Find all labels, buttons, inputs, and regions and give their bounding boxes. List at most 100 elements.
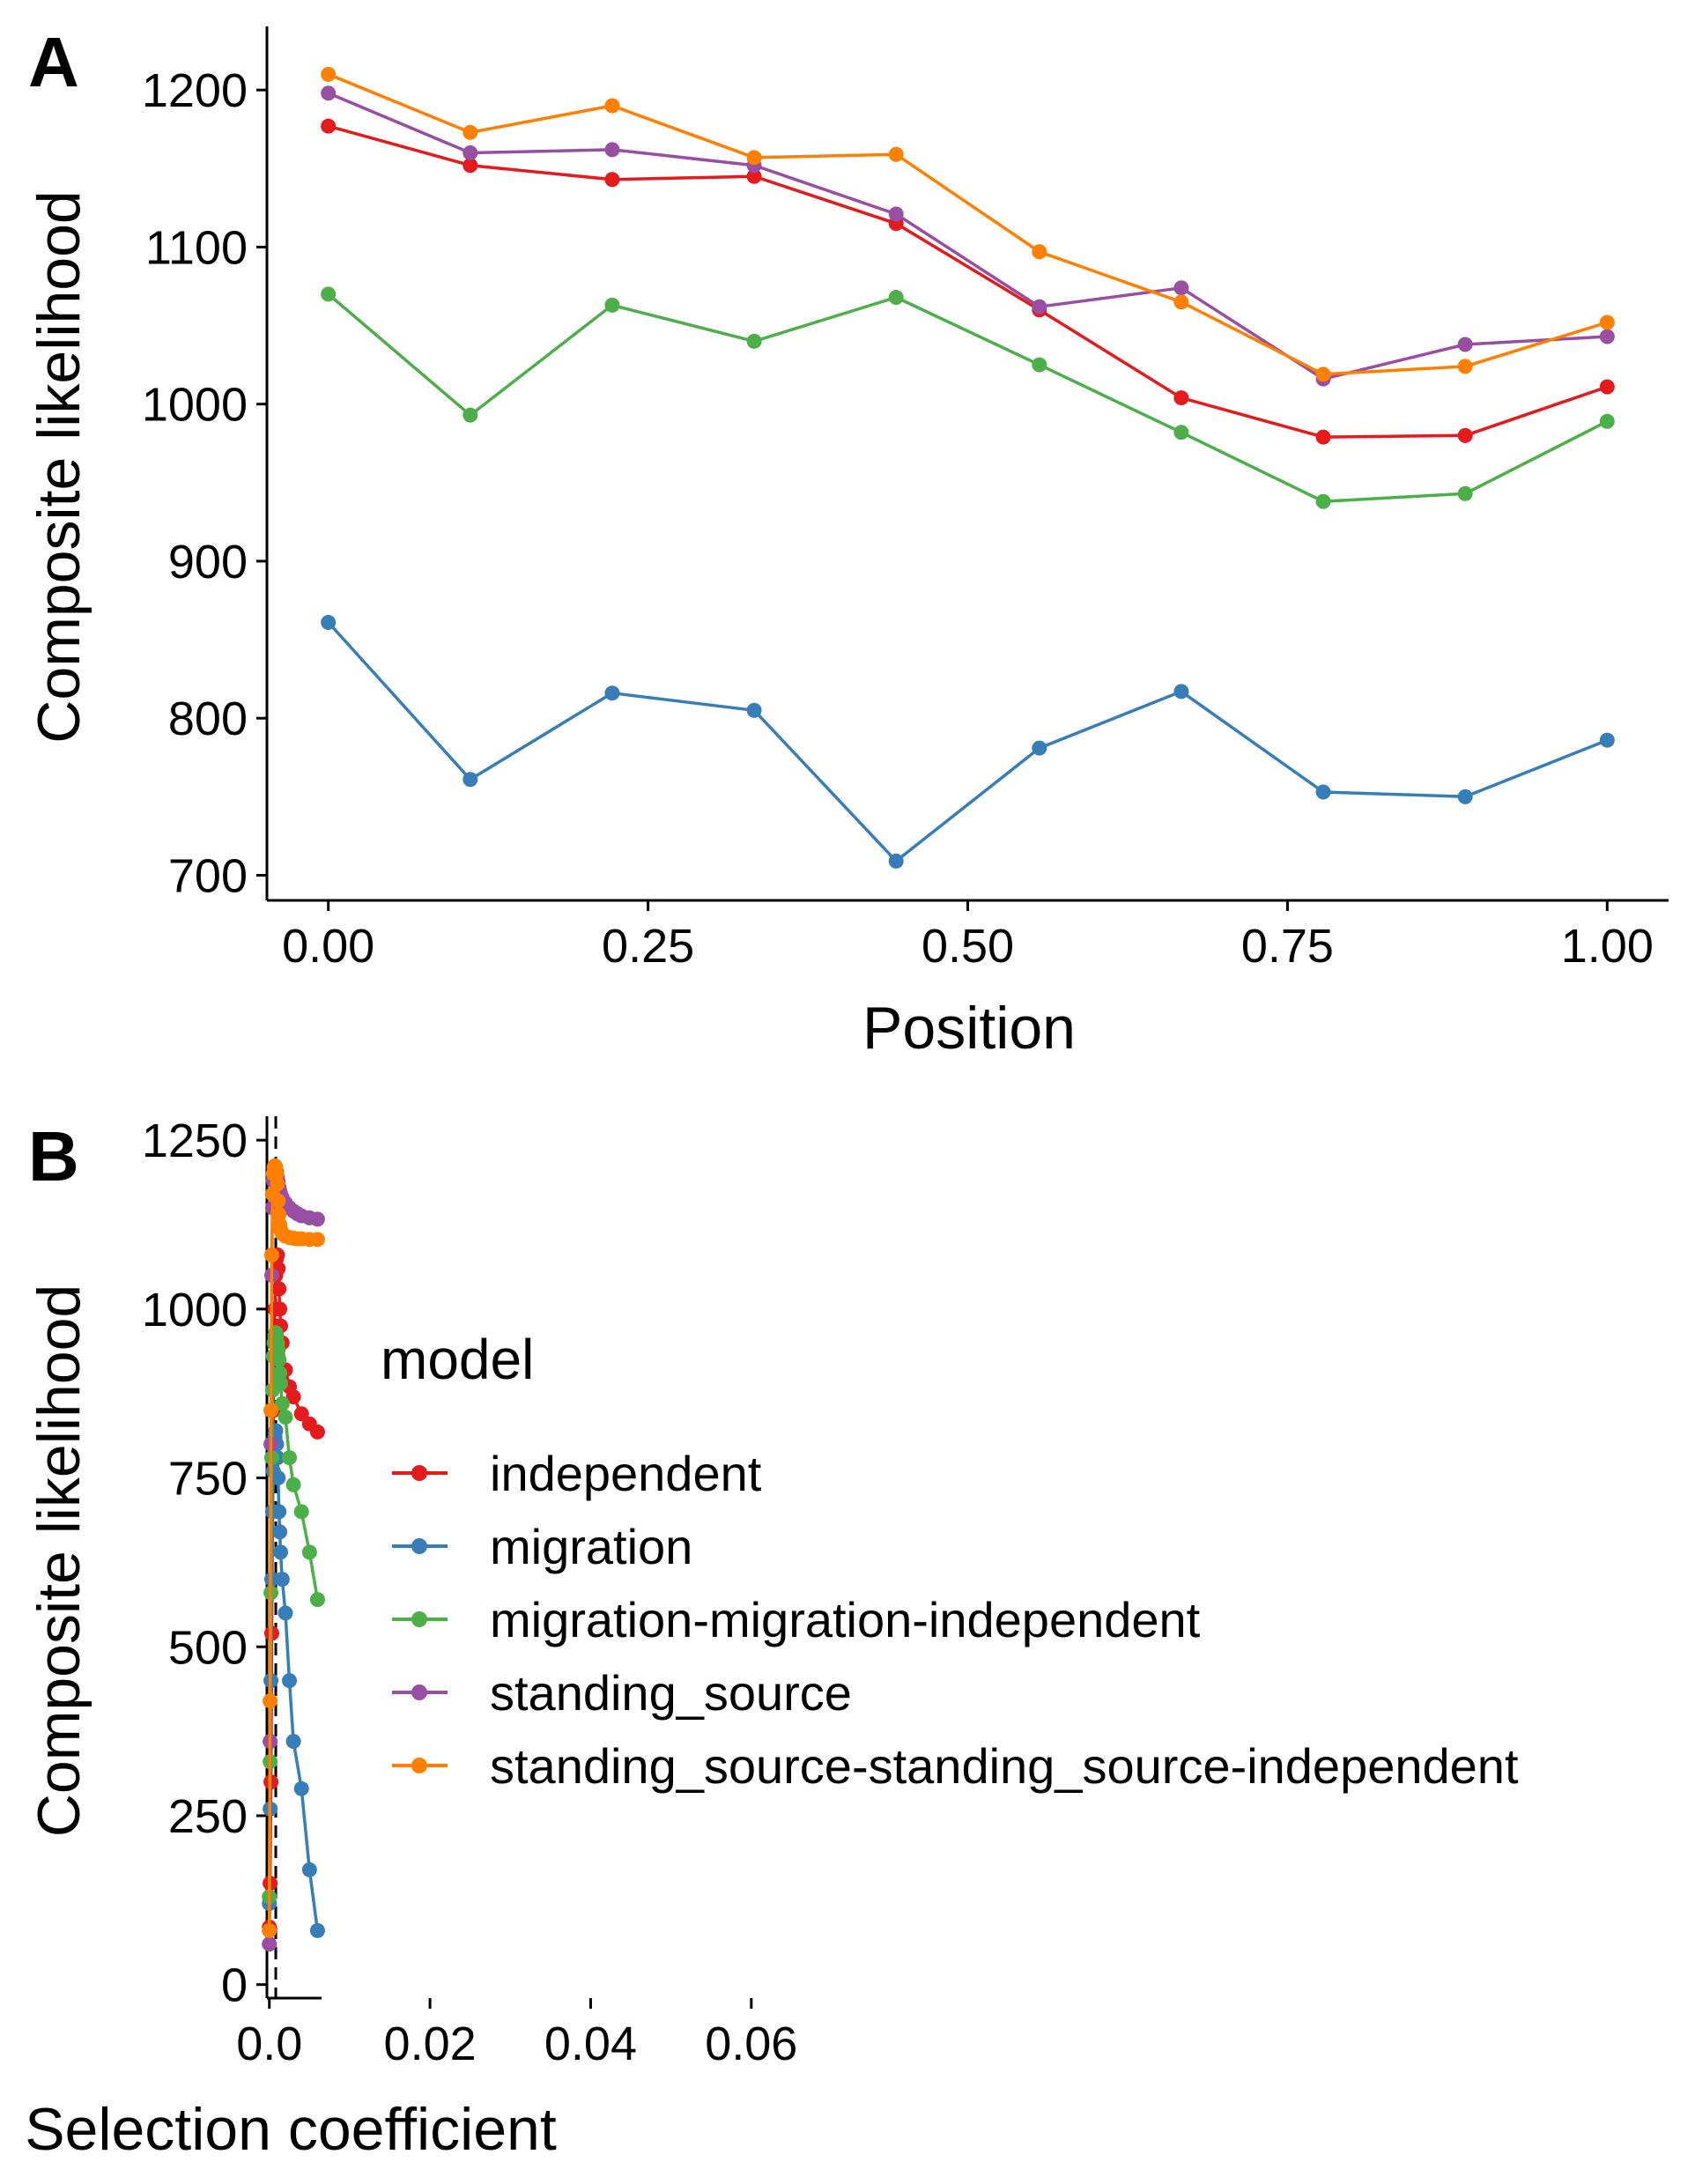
data-point [1032, 299, 1047, 315]
x-tick-label: 0.25 [602, 920, 694, 973]
panel-b-tag: B [28, 1117, 79, 1196]
y-tick-label: 1000 [142, 1284, 248, 1336]
series-migration [321, 614, 1615, 869]
data-point [309, 1232, 325, 1247]
data-point [273, 1375, 288, 1391]
data-point [321, 286, 337, 302]
data-point [285, 1734, 301, 1750]
x-axis-title: Position [862, 995, 1076, 1062]
data-point [1173, 294, 1189, 310]
data-point [746, 150, 762, 166]
data-point [282, 1673, 298, 1689]
data-point [262, 1922, 278, 1938]
data-point [604, 685, 620, 701]
data-point [888, 853, 904, 869]
series-migration-migration-independent [321, 286, 1615, 509]
data-point [321, 118, 337, 134]
data-point [1457, 359, 1473, 374]
legend-key-dot [411, 1611, 427, 1627]
x-tick-label: 0.04 [544, 2017, 637, 2070]
legend-item-standing-source-standing-source-independent: standing_source-standing_source-independ… [392, 1738, 1519, 1794]
data-point [285, 1389, 301, 1405]
data-point [285, 1477, 301, 1492]
x-tick-label: 0.00 [282, 920, 374, 973]
y-axis-title: Composite likelihood [26, 190, 93, 743]
x-axis-title: Selection coefficient [25, 2096, 557, 2163]
x-tick-label: 0.0 [236, 2017, 302, 2070]
x-tick-label: 0.75 [1241, 920, 1334, 973]
legend-label: migration [490, 1519, 692, 1574]
data-point [463, 407, 478, 423]
data-point [1457, 337, 1473, 352]
data-point [604, 142, 620, 158]
data-point [270, 1193, 286, 1209]
legend-item-migration: migration [392, 1519, 692, 1574]
y-tick-label: 750 [168, 1453, 248, 1506]
legend-item-standing-source: standing_source [392, 1665, 852, 1721]
data-point [309, 1922, 325, 1938]
data-point [604, 297, 620, 313]
data-point [1599, 379, 1615, 395]
series-line-migration-migration-independent [327, 292, 1609, 503]
data-point [746, 168, 762, 184]
series-independent [321, 118, 1615, 445]
data-point [463, 144, 478, 160]
data-point [293, 1504, 309, 1520]
series-standing-source-standing-source-independent [321, 66, 1615, 382]
data-point [1457, 427, 1473, 443]
y-tick-label: 0 [221, 1959, 248, 2012]
data-point [282, 1450, 298, 1466]
data-point [272, 1524, 288, 1540]
data-point [463, 772, 478, 788]
data-point [271, 1504, 287, 1520]
data-point [309, 1211, 325, 1227]
y-tick-label: 250 [168, 1790, 248, 1843]
series-standing-source [321, 85, 1615, 387]
data-point [263, 1247, 279, 1263]
data-point [1599, 732, 1615, 748]
legend-label: standing_source-standing_source-independ… [490, 1738, 1519, 1794]
data-point [321, 614, 337, 630]
panel-b-chart: 0 250 500 750 1000 1250 0.0 0.02 0.04 0.06 Selecti… [25, 1114, 797, 2163]
legend-key-dot [411, 1684, 427, 1700]
data-point [463, 124, 478, 140]
series-line-standing-source [328, 92, 1608, 381]
data-point [278, 1605, 293, 1621]
y-tick-label: 1250 [142, 1114, 248, 1167]
data-point [271, 1351, 287, 1367]
legend-item-independent: independent [392, 1446, 762, 1501]
series-line-standing-source-standing-source-independent [328, 72, 1608, 376]
data-point [263, 1693, 278, 1709]
data-point [1173, 390, 1189, 406]
data-point [1173, 425, 1189, 441]
legend-item-migration-migration-independent: migration-migration-independent [392, 1592, 1201, 1647]
legend: model independent migration migration-migr… [381, 1328, 1519, 1794]
data-point [1032, 740, 1047, 756]
data-point [321, 66, 337, 82]
x-tick-label: 0.02 [384, 2017, 477, 2070]
x-tick-label: 0.06 [705, 2017, 797, 2070]
panel-a-chart: 700 800 900 1000 1100 1200 0.00 0.25 0.50 0.75 1.0… [26, 26, 1669, 1062]
data-point [278, 1410, 293, 1425]
data-point [888, 206, 904, 222]
legend-label: standing_source [490, 1665, 852, 1721]
data-point [309, 1424, 325, 1440]
legend-title: model [381, 1328, 534, 1391]
series-line-migration [327, 621, 1608, 863]
legend-key-dot [411, 1465, 427, 1481]
y-tick-label: 800 [168, 692, 248, 745]
data-point [1032, 357, 1047, 373]
data-point [272, 1301, 288, 1317]
data-point [270, 1176, 285, 1192]
data-point [1315, 366, 1331, 382]
y-tick-label: 900 [168, 536, 248, 589]
data-point [1599, 329, 1615, 344]
y-axis-title: Composite likelihood [26, 1284, 93, 1837]
data-point [263, 1403, 279, 1418]
data-point [463, 158, 478, 174]
y-tick-label: 500 [168, 1621, 248, 1674]
legend-label: migration-migration-independent [490, 1592, 1201, 1647]
data-point [1599, 315, 1615, 330]
series-standing-source-standing-source-independent [262, 1158, 325, 1938]
